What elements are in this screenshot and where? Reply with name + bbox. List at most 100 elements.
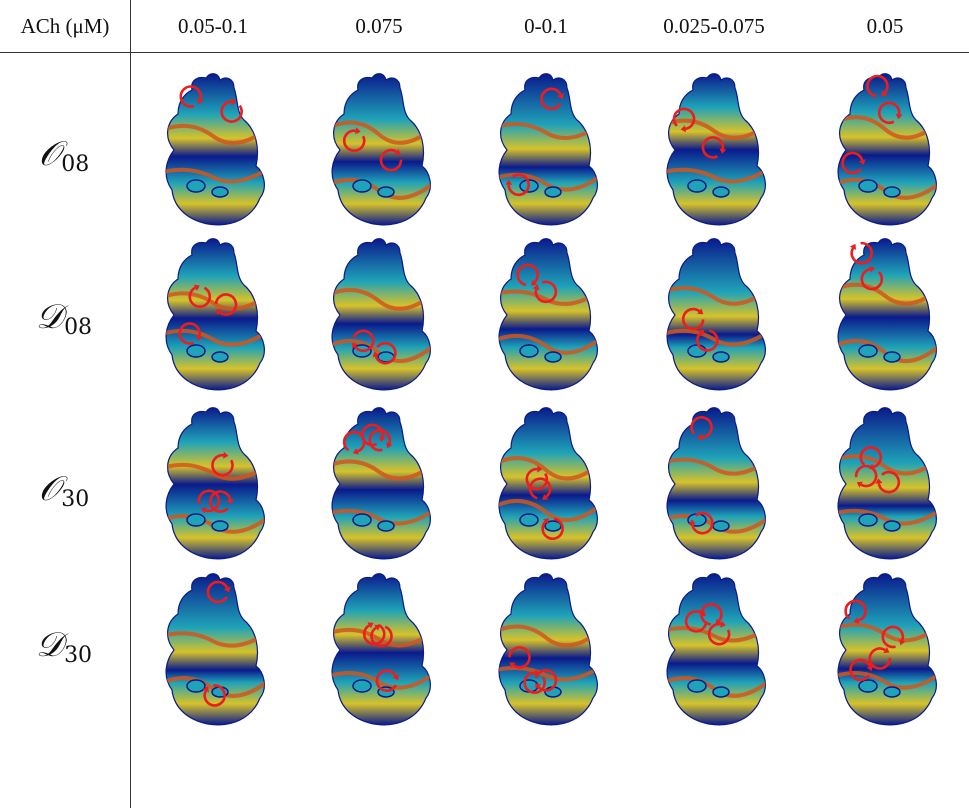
wavefront-bands [838, 282, 937, 363]
heart-map-r3-c3 [481, 402, 611, 572]
heart-surface [666, 573, 766, 726]
wavefront-bands [499, 456, 598, 532]
column-header-2: 0.075 [355, 14, 403, 38]
rotor-marker [860, 265, 884, 291]
heart-surface [498, 73, 598, 226]
rotor-marker [854, 464, 878, 488]
rotor-marker [866, 74, 889, 98]
heart-map-svg [837, 407, 937, 560]
heart-map-svg [165, 573, 265, 726]
heart-surface [837, 73, 937, 226]
rotor-marker [206, 580, 231, 604]
heart-map-svg [666, 573, 766, 726]
rotor-marker [372, 341, 397, 365]
heart-map-r2-c3 [481, 233, 611, 403]
column-header-4: 0.025-0.075 [663, 14, 765, 38]
heart-map-r4-c1 [148, 568, 278, 738]
rotor-marker [875, 470, 901, 494]
heart-surface [666, 238, 766, 391]
heart-map-svg [165, 238, 265, 391]
heart-map-r2-c4 [649, 233, 779, 403]
rotor-marker [375, 669, 399, 692]
heart-map-svg [837, 238, 937, 391]
rotor-marker [505, 173, 530, 197]
rotor-marker [534, 669, 558, 692]
heart-map-r3-c2 [314, 402, 444, 572]
rotor-marker [214, 293, 238, 316]
wavefront-bands [332, 120, 431, 200]
heart-map-r2-c2 [314, 233, 444, 403]
heart-surface [165, 407, 265, 560]
heart-map-r1-c2 [314, 68, 444, 238]
column-header-5: 0.05 [866, 14, 904, 38]
rotor-marker [379, 148, 403, 172]
rotor-marker [188, 284, 212, 308]
heart-map-svg [331, 573, 431, 726]
rotor-marker [528, 477, 552, 500]
heart-surface [498, 238, 598, 391]
heart-map-r3-c5 [820, 402, 950, 572]
rotor-marker [342, 127, 366, 152]
heart-map-r1-c1 [148, 68, 278, 238]
heart-map-svg [331, 407, 431, 560]
rotor-marker [688, 511, 714, 535]
heart-map-r4-c5 [820, 568, 950, 738]
rotor-marker [523, 669, 546, 694]
heart-map-svg [165, 407, 265, 560]
rotor-marker [681, 307, 705, 331]
wavefront-bands [166, 459, 265, 534]
rotor-marker [179, 85, 204, 108]
heart-map-svg [498, 238, 598, 391]
heart-map-svg [666, 73, 766, 226]
heart-map-svg [498, 573, 598, 726]
heart-map-r3-c4 [649, 402, 779, 572]
rotor-marker [541, 517, 564, 540]
rotor-marker [352, 329, 375, 353]
heart-map-svg [331, 73, 431, 226]
heart-surface [331, 238, 431, 391]
heart-map-r2-c1 [148, 233, 278, 403]
row-label-4: 𝒟30 [35, 625, 93, 668]
rotor-marker [540, 87, 564, 111]
rotor-marker [532, 280, 558, 304]
rotor-marker [211, 451, 234, 477]
heart-surface [165, 573, 265, 726]
heart-map-svg [666, 407, 766, 560]
wavefront-bands [499, 119, 598, 198]
rotor-marker [868, 647, 892, 670]
heart-map-svg [331, 238, 431, 391]
rotor-marker [849, 241, 873, 265]
rotor-marker [849, 658, 874, 682]
rotor-marker [342, 430, 366, 455]
rotor-marker [508, 646, 531, 669]
heart-map-svg [165, 73, 265, 226]
heart-map-r3-c1 [148, 402, 278, 572]
rotor-marker [696, 329, 719, 352]
row-label-1: 𝒪08 [38, 134, 90, 177]
wavefront-bands [667, 622, 766, 698]
heart-map-r4-c4 [649, 568, 779, 738]
heart-map-r2-c5 [820, 233, 950, 403]
rotor-marker [368, 428, 393, 452]
rotor-marker [672, 107, 696, 133]
rotor-marker [197, 489, 221, 514]
heart-surface [666, 407, 766, 560]
wavefront-bands [332, 458, 431, 532]
heart-surface [331, 73, 431, 226]
heart-surface [837, 407, 937, 560]
wavefront-bands [166, 122, 265, 198]
rotor-marker [684, 610, 708, 633]
heart-map-svg [498, 407, 598, 560]
rotor-marker [877, 101, 903, 125]
rotor-marker [209, 490, 234, 513]
heart-map-r1-c5 [820, 68, 950, 238]
wavefront-bands [166, 627, 265, 698]
rotor-marker [362, 622, 386, 646]
rotor-marker [841, 151, 866, 175]
heart-surface [666, 73, 766, 226]
rotor-marker [881, 625, 906, 649]
heart-map-svg [837, 73, 937, 226]
column-header-1: 0.05-0.1 [178, 14, 248, 38]
header-divider [0, 52, 969, 53]
